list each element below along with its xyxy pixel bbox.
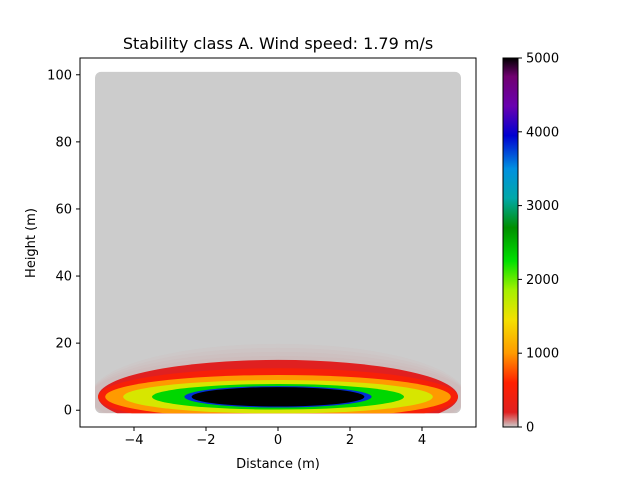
y-tick-label: 40: [55, 270, 72, 285]
colorbar-tick-label: 4000: [526, 125, 559, 140]
colorbar: [502, 57, 519, 428]
y-axis-ticks: 0 20 40 60 80 100: [47, 68, 80, 419]
x-tick-label: 0: [274, 433, 282, 448]
heatmap-background: [95, 71, 461, 414]
colorbar-tick-label: 2000: [526, 273, 559, 288]
x-tick-label: −2: [196, 433, 215, 448]
colorbar-tick-label: 3000: [526, 199, 559, 214]
y-axis-label: Height (m): [24, 208, 39, 278]
y-tick-label: 0: [64, 404, 72, 419]
y-tick-label: 100: [47, 68, 72, 83]
colorbar-tick-label: 5000: [526, 52, 559, 67]
y-tick-label: 20: [55, 337, 72, 352]
x-axis-ticks: −4 −2 0 2 4: [124, 427, 426, 448]
y-tick-label: 60: [55, 202, 72, 217]
y-tick-label: 80: [55, 135, 72, 150]
plume: [95, 343, 461, 414]
colorbar-ticks: 0 1000 2000 3000 4000 5000: [518, 52, 559, 436]
chart-title: Stability class A. Wind speed: 1.79 m/s: [123, 34, 433, 53]
colorbar-tick-label: 0: [526, 421, 534, 436]
plume-contour-5000: [191, 387, 365, 407]
x-tick-label: 2: [346, 433, 354, 448]
x-tick-label: −4: [124, 433, 143, 448]
plot-area: [95, 71, 461, 414]
colorbar-tick-label: 1000: [526, 347, 559, 362]
x-axis-label: Distance (m): [236, 457, 320, 472]
x-tick-label: 4: [418, 433, 426, 448]
